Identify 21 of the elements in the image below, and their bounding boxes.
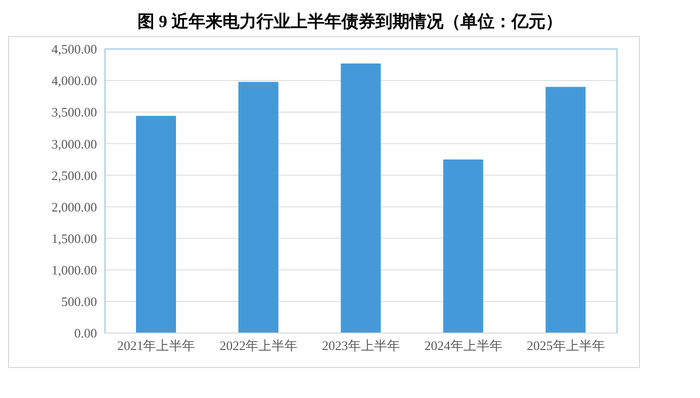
bar: [546, 86, 586, 333]
y-tick-label: 0.00: [74, 326, 97, 341]
bar: [238, 82, 278, 333]
y-tick-label: 500.00: [61, 294, 97, 310]
x-tick-label: 2025年上半年: [526, 338, 605, 354]
bar: [443, 159, 484, 333]
y-tick-label: 3,000.00: [52, 136, 97, 152]
x-tick-label: 2021年上半年: [117, 338, 196, 354]
x-tick-label: 2022年上半年: [220, 338, 298, 354]
chart-title: 图 9 近年来电力行业上半年债券到期情况（单位：亿元）: [136, 11, 564, 33]
y-tick-label: 4,000.00: [52, 73, 97, 88]
y-tick-label: 2,000.00: [52, 199, 97, 214]
y-tick-label: 4,500.00: [52, 42, 97, 57]
y-tick-label: 1,500.00: [52, 230, 97, 246]
y-tick-label: 3,500.00: [52, 104, 97, 120]
x-tick-label: 2023年上半年: [322, 338, 400, 354]
bar: [340, 64, 381, 333]
bar: [136, 116, 176, 333]
y-tick-label: 1,000.00: [52, 262, 97, 278]
y-tick-label: 2,500.00: [52, 168, 97, 183]
x-tick-label: 2024年上半年: [424, 338, 502, 354]
